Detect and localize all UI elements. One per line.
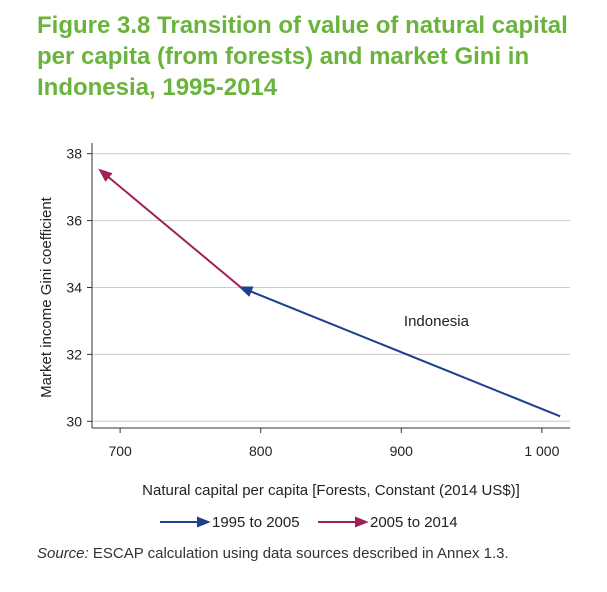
- x-tick-label: 900: [390, 443, 414, 459]
- legend-label: 1995 to 2005: [212, 514, 300, 531]
- title-line: Indonesia, 1995-2014: [37, 74, 278, 101]
- x-tick-label: 700: [108, 443, 132, 459]
- source-text: ESCAP calculation using data sources des…: [92, 545, 509, 562]
- annotation-label: Indonesia: [404, 313, 470, 330]
- y-tick-label: 32: [66, 346, 82, 362]
- x-axis-title: Natural capital per capita [Forests, Con…: [142, 482, 520, 499]
- figure-title: Figure 3.8 Transition of value of natura…: [37, 10, 597, 103]
- y-tick-label: 36: [66, 213, 82, 229]
- title-line: Figure 3.8 Transition of value of natura…: [37, 12, 568, 39]
- x-tick-label: 1 000: [524, 443, 559, 459]
- title-line: per capita (from forests) and market Gin…: [37, 43, 530, 70]
- series-line: [238, 286, 561, 418]
- y-axis-title: Market income Gini coefficient: [38, 196, 55, 397]
- source-note: Source: ESCAP calculation using data sou…: [37, 545, 509, 562]
- source-label: Source:: [37, 545, 89, 562]
- y-tick-label: 30: [66, 413, 82, 429]
- x-tick-label: 800: [249, 443, 273, 459]
- y-tick-label: 38: [66, 146, 82, 162]
- series-line: [98, 168, 242, 289]
- y-tick-label: 34: [66, 280, 82, 296]
- legend-label: 2005 to 2014: [370, 514, 458, 531]
